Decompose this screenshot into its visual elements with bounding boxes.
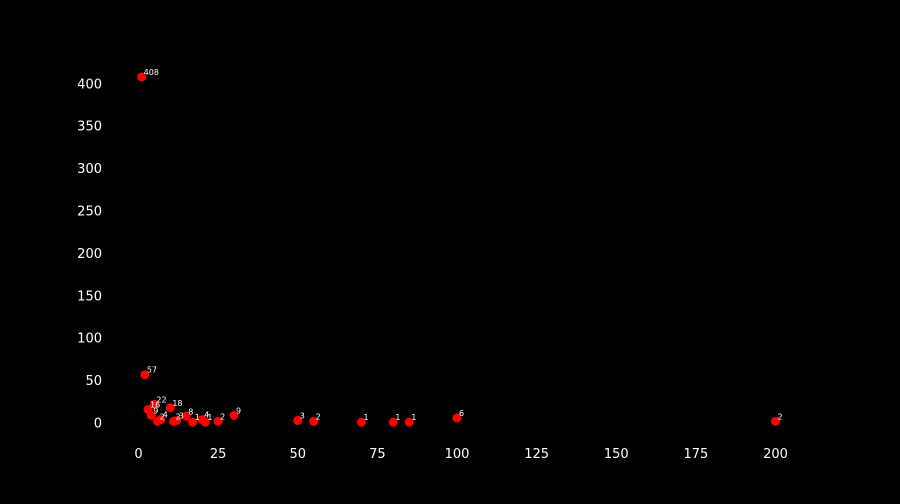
data-point <box>452 413 462 423</box>
data-label: 18 <box>172 399 182 408</box>
x-tick-label: 25 <box>210 447 227 462</box>
y-tick-label: 150 <box>77 289 102 304</box>
y-tick-label: 50 <box>85 374 102 389</box>
y-axis-tick-labels: 0 50 100 150 200 250 300 350 400 <box>77 77 102 431</box>
data-point <box>293 415 303 425</box>
data-label: 1 <box>395 413 400 422</box>
data-label: 1 <box>411 413 416 422</box>
data-label: 3 <box>179 411 184 420</box>
data-point <box>404 417 414 427</box>
data-point <box>229 410 239 420</box>
x-tick-label: 75 <box>369 447 386 462</box>
y-tick-label: 300 <box>77 162 102 177</box>
data-label: 2 <box>778 412 783 421</box>
y-tick-label: 350 <box>77 120 102 135</box>
data-label: 57 <box>147 366 157 375</box>
data-point <box>388 417 398 427</box>
data-label: 3 <box>300 411 305 420</box>
y-tick-label: 250 <box>77 204 102 219</box>
data-points <box>137 72 781 427</box>
data-point <box>172 415 182 425</box>
x-tick-label: 150 <box>604 447 629 462</box>
data-label: 9 <box>236 406 241 415</box>
data-label: 1 <box>207 413 212 422</box>
x-tick-label: 100 <box>445 447 470 462</box>
x-tick-label: 0 <box>134 447 142 462</box>
data-label: 2 <box>160 412 165 421</box>
data-label: 2 <box>220 412 225 421</box>
y-tick-label: 0 <box>94 417 102 432</box>
data-label: 8 <box>188 407 193 416</box>
data-point <box>156 415 166 425</box>
data-point <box>309 416 319 426</box>
data-point <box>149 399 159 409</box>
x-tick-label: 125 <box>524 447 549 462</box>
y-tick-label: 400 <box>77 77 102 92</box>
data-point <box>771 416 781 426</box>
data-label: 16 <box>150 400 160 409</box>
x-axis-tick-labels: 0 25 50 75 100 125 150 175 200 <box>134 447 788 462</box>
data-label: 1 <box>195 413 200 422</box>
y-tick-label: 100 <box>77 332 102 347</box>
data-point <box>137 72 147 82</box>
data-label: 2 <box>176 412 181 421</box>
data-label: 1 <box>363 413 368 422</box>
data-point <box>146 410 156 420</box>
x-tick-label: 175 <box>683 447 708 462</box>
x-tick-label: 50 <box>289 447 306 462</box>
data-label: 2 <box>316 412 321 421</box>
data-point <box>140 370 150 380</box>
data-point <box>213 416 223 426</box>
data-label: 22 <box>156 395 166 404</box>
data-label: 4 <box>163 411 168 420</box>
data-label: 6 <box>459 409 464 418</box>
x-tick-label: 200 <box>763 447 788 462</box>
data-point <box>188 417 198 427</box>
data-label: 9 <box>153 406 158 415</box>
data-point <box>356 417 366 427</box>
y-tick-label: 200 <box>77 247 102 262</box>
data-point <box>165 403 175 413</box>
data-label: 408 <box>144 68 159 77</box>
data-point <box>200 417 210 427</box>
data-point <box>181 411 191 421</box>
data-label: 4 <box>204 411 209 420</box>
